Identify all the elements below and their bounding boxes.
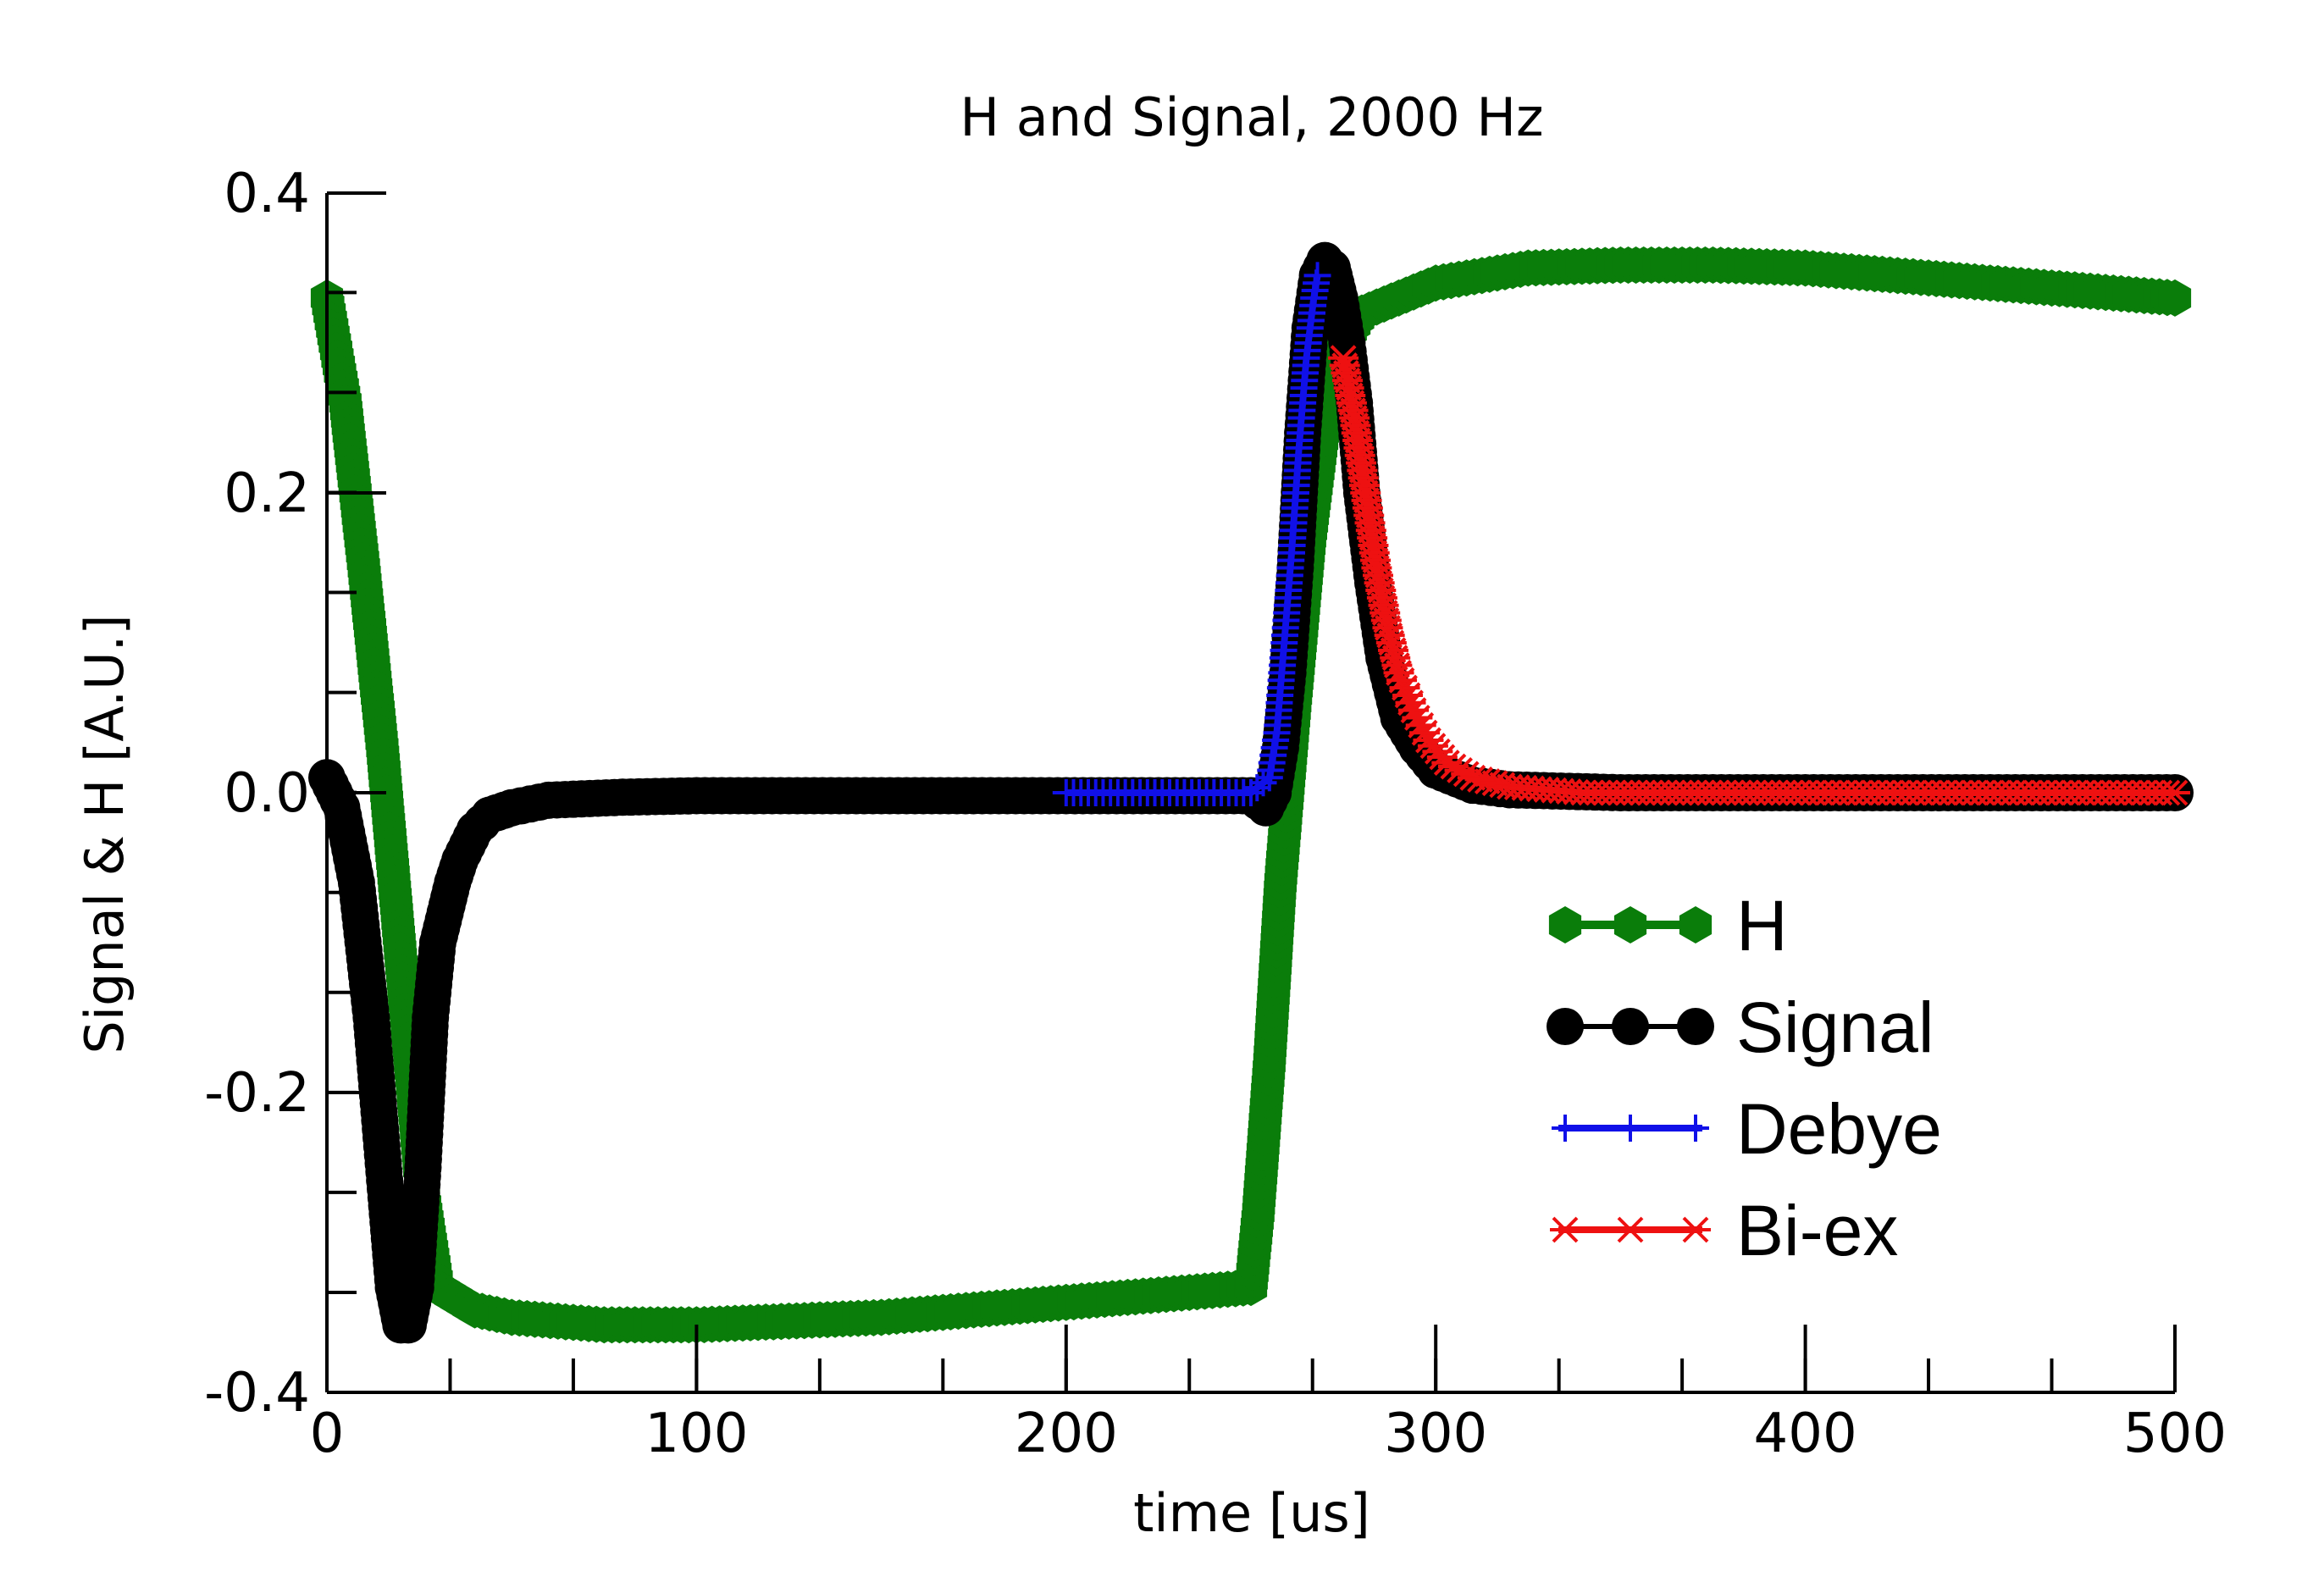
data-point [1303, 262, 1331, 290]
legend-marker [1552, 1115, 1579, 1142]
legend-marker [1682, 1115, 1709, 1142]
x-tick-label: 0 [310, 1403, 345, 1465]
series-bi-ex [1328, 345, 2190, 806]
legend-marker [1615, 1216, 1646, 1243]
y-axis-label: Signal & H [A.U.] [74, 614, 136, 1054]
series-debye [1052, 262, 1331, 806]
y-tick-label: 0.4 [224, 163, 310, 225]
y-tick-label: 0.0 [224, 762, 310, 825]
ticks-layer: 0 100 200 300 400 500 -0.4 -0.2 0.0 0.2 0.4 [204, 163, 2227, 1465]
chart-title: H and Signal, 2000 Hz [960, 86, 1543, 148]
legend-marker [1612, 1008, 1649, 1045]
data-point [2158, 279, 2192, 317]
legend-marker [1680, 1216, 1711, 1243]
legend-entry: Signal [1547, 988, 1934, 1067]
legend-entry: Bi-ex [1550, 1191, 1898, 1270]
x-tick-label: 500 [2123, 1403, 2227, 1465]
legend-label: H [1736, 886, 1788, 966]
legend-marker [1548, 906, 1582, 943]
y-tick-label: -0.2 [204, 1062, 310, 1125]
legend-label: Bi-ex [1736, 1191, 1898, 1270]
x-axis-label: time [us] [1133, 1482, 1370, 1544]
x-tick-label: 200 [1015, 1403, 1118, 1465]
legend-marker [1550, 1216, 1580, 1243]
x-tick-label: 300 [1384, 1403, 1487, 1465]
x-tick-label: 100 [645, 1403, 748, 1465]
legend-entry: H [1548, 886, 1788, 966]
y-tick-label: 0.2 [224, 462, 310, 525]
legend-marker [1613, 906, 1647, 943]
legend-label: Signal [1736, 988, 1934, 1067]
x-tick-label: 400 [1754, 1403, 1857, 1465]
series-line [1340, 357, 2175, 796]
data-point [2160, 779, 2190, 806]
legend-marker [1679, 906, 1713, 943]
y-tick-label: -0.4 [204, 1362, 310, 1425]
legend-label: Debye [1736, 1089, 1942, 1169]
legend-marker [1677, 1008, 1714, 1045]
legend: H Signal Debye Bi-ex [1547, 886, 1942, 1270]
legend-entry: Debye [1552, 1089, 1942, 1169]
legend-marker [1547, 1008, 1584, 1045]
series-layer [308, 241, 2194, 1344]
legend-marker [1617, 1115, 1644, 1142]
